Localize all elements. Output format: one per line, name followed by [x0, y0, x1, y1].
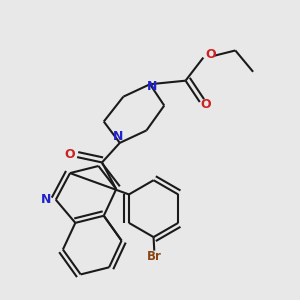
Text: Br: Br: [147, 250, 162, 263]
Text: O: O: [201, 98, 211, 111]
Text: N: N: [147, 80, 157, 92]
Text: N: N: [41, 193, 51, 206]
Text: N: N: [113, 130, 123, 143]
Text: O: O: [64, 148, 75, 161]
Text: O: O: [205, 48, 216, 61]
